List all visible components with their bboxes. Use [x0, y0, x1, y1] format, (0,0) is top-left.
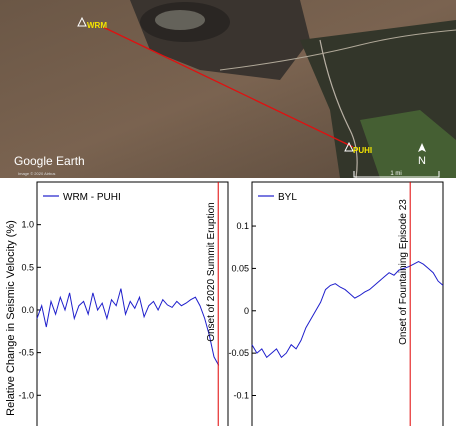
- map: WRM PUHI Google Earth Image © 2020 Airbu…: [0, 0, 456, 179]
- legend-label: BYL: [278, 192, 297, 203]
- event-label: Onset of Fountaining Episode 23: [398, 199, 409, 345]
- data-line: [251, 261, 444, 359]
- north-arrow: [418, 143, 426, 152]
- station-label: WRM: [87, 21, 107, 30]
- station-marker: [344, 141, 354, 152]
- scale-label: 1 mi: [390, 171, 401, 177]
- station-path: [102, 26, 354, 148]
- road: [319, 39, 358, 179]
- data-line: [36, 288, 220, 366]
- station-label: PUHI: [353, 146, 372, 155]
- y-tick-label: -0.1: [233, 391, 249, 401]
- y-tick-label: 0.5: [21, 262, 34, 272]
- y-tick-label: 0.1: [236, 221, 249, 231]
- event-label: Onset of 2020 Summit Eruption: [206, 202, 217, 342]
- y-tick-label: -1.0: [18, 390, 34, 400]
- road: [219, 29, 456, 71]
- y-axis-label: Relative Change in Seismic Velocity (%): [5, 220, 17, 416]
- north-label: N: [418, 155, 426, 167]
- station-marker: [77, 16, 87, 27]
- vegetation: [360, 110, 456, 178]
- brand: Google Earth: [14, 154, 85, 168]
- credit: Image © 2020 Airbus: [18, 171, 55, 176]
- plot-frame: [251, 181, 444, 429]
- y-tick-label: 0.05: [231, 263, 249, 273]
- y-tick-label: 0.0: [21, 305, 34, 315]
- scale-bar: [353, 171, 440, 178]
- y-tick-label: 1.0: [21, 220, 34, 230]
- y-tick-label: -0.05: [228, 348, 249, 358]
- y-tick-label: -0.5: [18, 348, 34, 358]
- legend-label: WRM - PUHI: [63, 192, 121, 203]
- crater-floor: [155, 10, 205, 30]
- y-tick-label: 0: [244, 306, 249, 316]
